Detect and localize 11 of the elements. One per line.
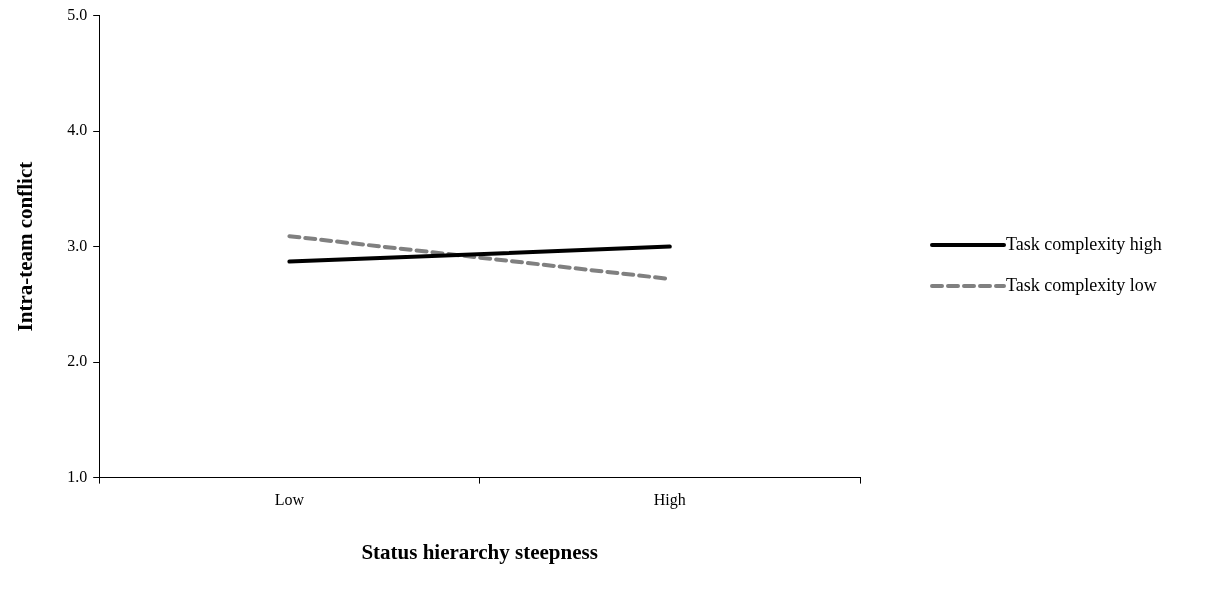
- y-axis-title: Intra-team conflict: [13, 161, 38, 332]
- x-tick-label: High: [653, 491, 686, 510]
- y-tick-label: 1.0: [67, 467, 88, 485]
- y-tick-label: 5.0: [67, 5, 88, 23]
- y-tick-label: 4.0: [67, 121, 88, 139]
- x-tick-label: Low: [274, 491, 305, 509]
- legend-label: Task complexity high: [1006, 234, 1162, 255]
- legend-label: Task complexity low: [1006, 275, 1157, 296]
- x-axis-title: Status hierarchy steepness: [361, 539, 598, 564]
- y-tick-label: 2.0: [67, 352, 88, 370]
- y-tick-label: 3.0: [67, 236, 88, 254]
